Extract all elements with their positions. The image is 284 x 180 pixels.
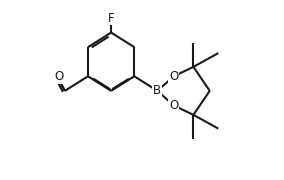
Text: F: F — [108, 12, 114, 24]
Text: B: B — [153, 84, 162, 97]
Text: O: O — [169, 99, 178, 112]
Text: O: O — [169, 70, 178, 83]
Text: O: O — [54, 70, 64, 83]
